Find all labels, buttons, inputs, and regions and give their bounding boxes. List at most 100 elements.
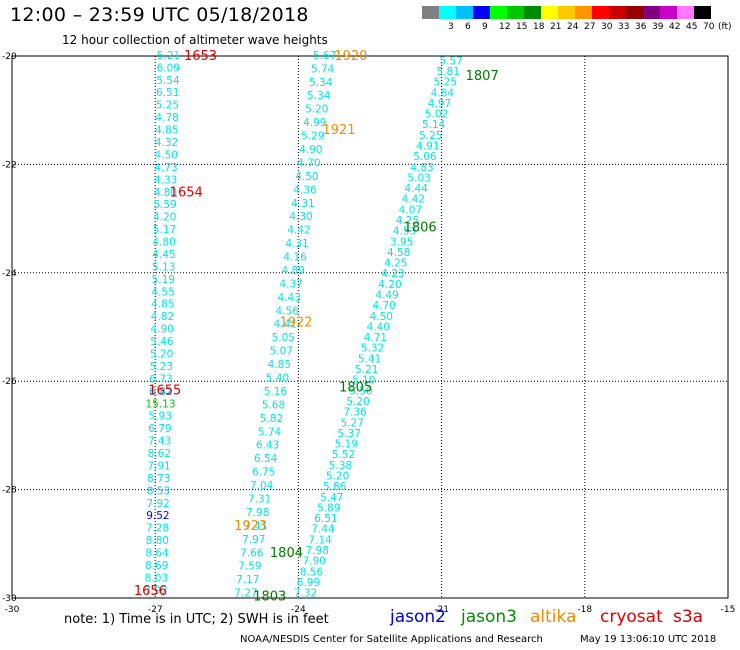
wave-height-value: 4.70 (372, 300, 395, 312)
wave-height-value: 5.25 (434, 77, 457, 89)
pass-time-label: 1803 (253, 589, 286, 604)
wave-height-value: 4.37 (279, 278, 302, 290)
credit-line: NOAA/NESDIS Center for Satellite Applica… (240, 634, 543, 645)
wave-height-value: 4.85 (155, 125, 178, 137)
wave-height-value: 5.27 (340, 417, 363, 429)
y-tick-label: -24 (2, 269, 17, 279)
wave-height-value: 5.10 (352, 375, 375, 387)
wave-height-value: 4.25 (396, 215, 419, 227)
wave-height-value: 6.73 (149, 373, 172, 385)
wave-height-value: 5.57 (439, 55, 462, 67)
wave-height-value: 7.27 (234, 588, 257, 600)
wave-height-value: 4.80 (153, 237, 176, 249)
wave-height-value: 4.45 (152, 249, 175, 261)
legend-swatch: 18 (524, 6, 544, 32)
wave-height-value: 4.32 (155, 137, 178, 149)
wave-height-value: 5.82 (260, 413, 283, 425)
wave-height-value: 4.49 (375, 290, 398, 302)
wave-height-value: 7.43 (148, 436, 171, 448)
wave-height-value: 5.06 (413, 151, 437, 163)
wave-height-value: 5.05 (272, 332, 295, 344)
wave-height-value: 5.34 (309, 77, 333, 89)
wave-height-value: 5.81 (437, 66, 460, 78)
wave-height-value: 5.20 (150, 348, 173, 360)
wave-height-value: 7.59 (238, 561, 261, 573)
wave-height-value: 7.90 (303, 556, 326, 568)
wave-height-value: 4.78 (155, 112, 178, 124)
legend-swatch: 42 (660, 6, 680, 32)
sat-legend-s3a: s3a (673, 607, 704, 627)
altimeter-passes: 5.216.095.546.515.254.784.854.324.504.73… (144, 50, 462, 600)
pass-time-label: 1807 (466, 69, 499, 84)
sat-legend-cryosat: cryosat (600, 607, 663, 627)
wave-height-value: 6.09 (157, 62, 180, 74)
legend-swatch: 24 (558, 6, 578, 32)
legend-swatch-label: 6 (465, 22, 471, 32)
wave-height-value: 7.28 (146, 523, 169, 535)
legend-swatch: 21 (541, 6, 561, 32)
wave-height-value: 5.29 (301, 131, 324, 143)
wave-height-value: 4.85 (268, 359, 291, 371)
pass-time-label: 1922 (279, 316, 312, 331)
legend-swatch: 33 (609, 6, 629, 32)
wave-height-value: 6.54 (254, 453, 278, 465)
wave-height-value: 7.14 (308, 534, 332, 546)
wave-height-value: 4.50 (370, 311, 393, 323)
wave-height-value: 8.80 (146, 535, 169, 547)
wave-height-value: 4.50 (155, 149, 178, 161)
wave-height-value: 8.69 (145, 560, 168, 572)
generated-timestamp: May 19 13:06:10 UTC 2018 (580, 634, 717, 645)
footer-note: note: 1) Time is in UTC; 2) SWH is in fe… (64, 612, 329, 627)
x-tick-label: -15 (721, 605, 736, 615)
wave-height-value: 4.20 (153, 212, 176, 224)
x-tick-label: -24 (291, 605, 306, 615)
legend-swatch: 30 (592, 6, 612, 32)
wave-height-value: 4.31 (285, 238, 308, 250)
pass-time-label: 1921 (322, 123, 355, 138)
wave-height-value: 4.23 (381, 268, 404, 280)
wave-height-value: 4.25 (384, 258, 407, 270)
y-tick-label: -22 (2, 160, 17, 170)
wave-height-value: 6.51 (156, 87, 179, 99)
wave-height-value: 7.92 (144, 585, 167, 597)
y-tick-label: -20 (2, 52, 17, 62)
legend-swatch: 12 (490, 6, 510, 32)
legend-swatch: 15 (507, 6, 527, 32)
wave-height-value: 7.32 (294, 588, 317, 600)
x-tick-label: -30 (5, 605, 20, 615)
sat-legend-jason2: jason2 (390, 607, 446, 627)
x-tick-label: -18 (577, 605, 592, 615)
pass-time-label: 1804 (270, 546, 303, 561)
pass-time-label: 1655 (148, 383, 181, 398)
map-grid (12, 56, 728, 598)
legend-swatch: 6 (456, 6, 473, 32)
wave-height-value: 7.98 (246, 507, 269, 519)
wave-height-value: 8.73 (147, 473, 170, 485)
pass-time-label: 1653 (184, 49, 217, 64)
wave-height-value: 15.13 (145, 398, 175, 410)
wave-height-value: 4.82 (151, 311, 174, 323)
wave-height-value: 4.50 (295, 171, 318, 183)
legend-swatch-label: 15 (516, 22, 528, 32)
legend-swatch: 45 (677, 6, 697, 32)
sat-legend-jason3: jason3 (461, 607, 517, 627)
wave-height-value: 4.83 (410, 162, 433, 174)
wave-height-value: 4.31 (291, 198, 314, 210)
wave-height-value: 7.17 (236, 574, 259, 586)
wave-height-value: 5.16 (264, 386, 288, 398)
wave-height-value: 5.46 (150, 336, 174, 348)
wave-height-value: 5.89 (317, 502, 340, 514)
wave-height-value: 7.92 (146, 498, 169, 510)
wave-height-value: 5.40 (266, 373, 289, 385)
wave-height-value: 4.55 (151, 286, 174, 298)
wave-height-value: 4.91 (416, 140, 439, 152)
y-tick-label: -26 (2, 377, 17, 387)
wave-height-value: 5.93 (149, 411, 172, 423)
pass-time-label: 1806 (404, 221, 437, 236)
wave-height-value: 5.19 (152, 274, 175, 286)
wave-height-value: 8.03 (145, 572, 168, 584)
wave-height-value: 4.43 (278, 292, 301, 304)
pass-time-label: 1656 (134, 584, 167, 599)
page-title: 12:00 – 23:59 UTC 05/18/2018 (10, 4, 309, 26)
